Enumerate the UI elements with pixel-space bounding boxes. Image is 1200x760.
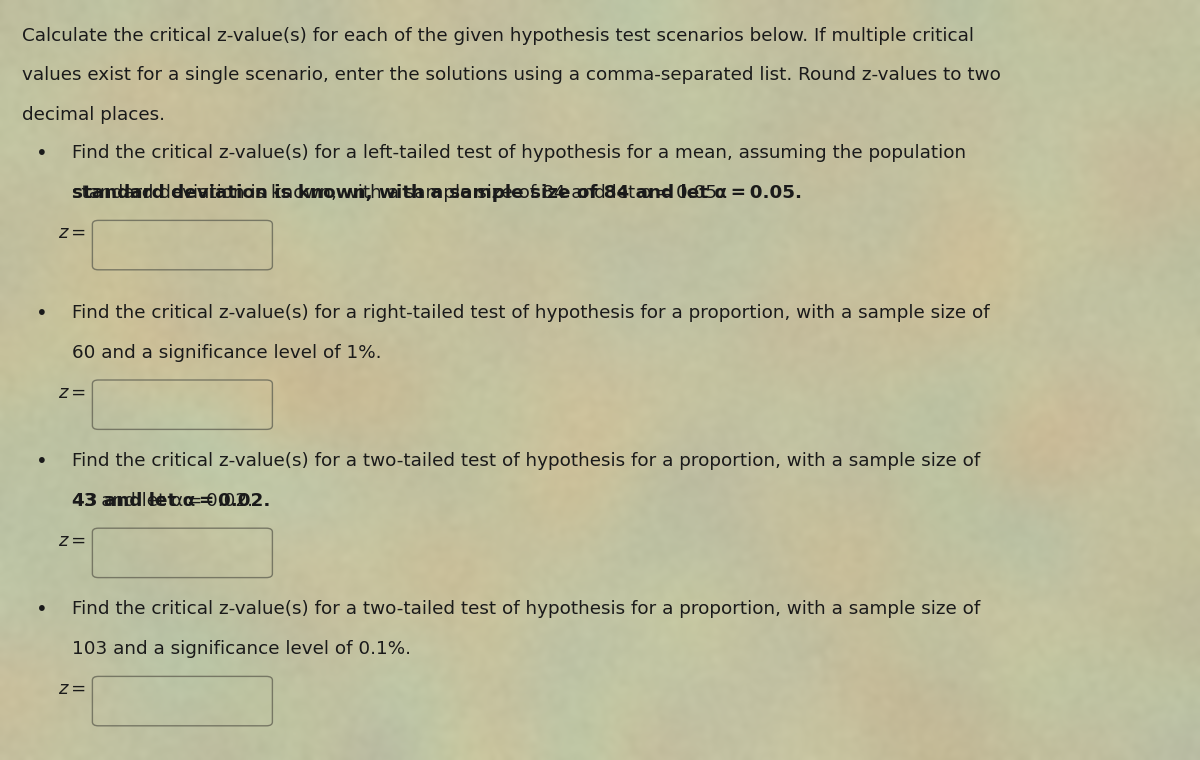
- Text: •: •: [36, 452, 48, 471]
- Text: z =: z =: [58, 680, 86, 698]
- Text: 43 and let α = 0.02.: 43 and let α = 0.02.: [72, 492, 253, 510]
- Text: z =: z =: [58, 532, 86, 550]
- Text: •: •: [36, 600, 48, 619]
- Text: •: •: [36, 304, 48, 323]
- Text: Find the critical z-value(s) for a left-tailed test of hypothesis for a mean, as: Find the critical z-value(s) for a left-…: [72, 144, 966, 163]
- Text: standard deviation is known, with a sample size of 84 and let α = 0.05.: standard deviation is known, with a samp…: [72, 184, 802, 202]
- Text: 60 and a significance level of 1%.: 60 and a significance level of 1%.: [72, 344, 382, 362]
- Text: Find the critical z-value(s) for a right-tailed test of hypothesis for a proport: Find the critical z-value(s) for a right…: [72, 304, 990, 322]
- Text: values exist for a single scenario, enter the solutions using a comma-separated : values exist for a single scenario, ente…: [22, 66, 1001, 84]
- Text: Calculate the critical z-value(s) for each of the given hypothesis test scenario: Calculate the critical z-value(s) for ea…: [22, 27, 973, 45]
- Text: z =: z =: [58, 224, 86, 242]
- Text: •: •: [36, 144, 48, 163]
- Text: 103 and a significance level of 0.1%.: 103 and a significance level of 0.1%.: [72, 640, 410, 658]
- Text: z =: z =: [58, 384, 86, 402]
- Text: Find the critical z-value(s) for a two-tailed test of hypothesis for a proportio: Find the critical z-value(s) for a two-t…: [72, 452, 980, 470]
- Text: decimal places.: decimal places.: [22, 106, 164, 124]
- Text: Find the critical z-value(s) for a two-tailed test of hypothesis for a proportio: Find the critical z-value(s) for a two-t…: [72, 600, 980, 619]
- Text: standard deviation is known, with a sample size of 84 and let α = 0.05.: standard deviation is known, with a samp…: [72, 184, 722, 202]
- Text: 43 and let α = 0.02.: 43 and let α = 0.02.: [72, 492, 270, 510]
